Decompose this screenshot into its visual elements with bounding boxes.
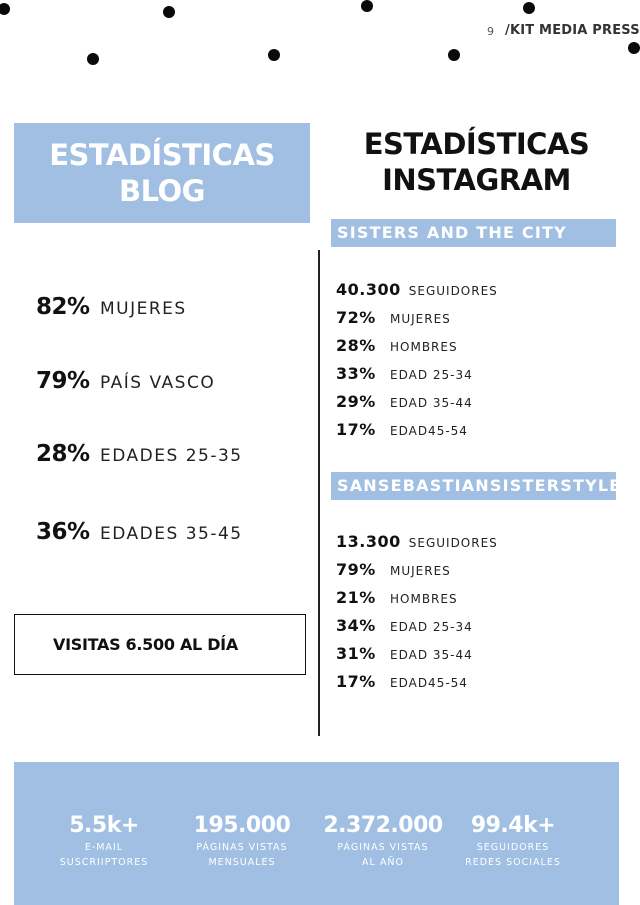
- footer-stat-value: 99.4k+: [470, 813, 556, 838]
- followers-count: 13.300: [336, 532, 401, 551]
- blog-stat-label: MUJERES: [100, 299, 187, 319]
- blog-stat: 82% MUJERES: [36, 294, 187, 320]
- instagram-stat: 28% HOMBRES: [336, 336, 458, 355]
- footer-stat-caption: PÁGINAS VISTAS: [196, 842, 288, 853]
- instagram-stat: 17% EDAD45-54: [336, 420, 468, 439]
- instagram-stat-label: HOMBRES: [390, 340, 458, 354]
- instagram-stat-percent: 17%: [336, 672, 376, 691]
- instagram-title-line1: ESTADÍSTICAS: [363, 127, 590, 161]
- instagram-stat-percent: 34%: [336, 616, 376, 635]
- brand-title: /KIT MEDIA PRESS: [505, 23, 640, 38]
- daily-visits-text: VISITAS 6.500 AL DÍA: [53, 635, 238, 654]
- blog-title-line1: ESTADÍSTICAS: [49, 138, 275, 172]
- decorative-dot: [448, 49, 460, 61]
- footer-stat-value: 5.5k+: [69, 813, 139, 838]
- instagram-stat-label: EDAD 35-44: [390, 648, 473, 662]
- followers-label: SEGUIDORES: [408, 284, 498, 298]
- followers-stat: 13.300 SEGUIDORES: [336, 532, 498, 551]
- account-name: SANSEBASTIANSISTERSTYLE: [337, 476, 622, 495]
- page-number: 9: [487, 25, 495, 38]
- blog-stat-percent: 28%: [36, 441, 90, 467]
- footer-stat-value: 2.372.000: [323, 813, 443, 838]
- instagram-stat-percent: 28%: [336, 336, 376, 355]
- decorative-dot: [523, 2, 535, 14]
- followers-stat: 40.300 SEGUIDORES: [336, 280, 498, 299]
- instagram-stat: 33% EDAD 25-34: [336, 364, 473, 383]
- decorative-dot: [0, 3, 10, 15]
- decorative-dot: [628, 42, 640, 54]
- blog-stat-percent: 82%: [36, 294, 90, 320]
- instagram-stat-label: EDAD45-54: [390, 424, 468, 438]
- instagram-stat-label: MUJERES: [390, 312, 451, 326]
- instagram-stat-percent: 72%: [336, 308, 376, 327]
- instagram-stat-label: HOMBRES: [390, 592, 458, 606]
- footer-stat-caption: PÁGINAS VISTAS: [337, 842, 429, 853]
- instagram-stat: 34% EDAD 25-34: [336, 616, 473, 635]
- decorative-dot: [87, 53, 99, 65]
- account-name-band: SANSEBASTIANSISTERSTYLE: [331, 472, 620, 500]
- footer-stat-caption: AL AÑO: [362, 857, 404, 868]
- instagram-stat-label: MUJERES: [390, 564, 451, 578]
- footer-stat-caption: SUSCRIIPTORES: [59, 857, 149, 868]
- instagram-stat-percent: 33%: [336, 364, 376, 383]
- instagram-stat-label: EDAD 25-34: [390, 620, 473, 634]
- footer-stat: 99.4k+ SEGUIDORES REDES SOCIALES: [448, 812, 578, 870]
- footer-stats-band: 5.5k+ E-MAIL SUSCRIIPTORES 195.000 PÁGIN…: [14, 762, 619, 905]
- decorative-dot: [268, 49, 280, 61]
- daily-visits-box: VISITAS 6.500 AL DÍA: [14, 614, 306, 675]
- instagram-stat-label: EDAD 25-34: [390, 368, 473, 382]
- footer-stat-caption: REDES SOCIALES: [465, 857, 561, 868]
- footer-stat-caption: E-MAIL: [84, 842, 124, 853]
- instagram-stat-percent: 31%: [336, 644, 376, 663]
- footer-stat: 195.000 PÁGINAS VISTAS MENSUALES: [177, 812, 307, 870]
- instagram-title: ESTADÍSTICAS INSTAGRAM: [334, 126, 619, 198]
- instagram-stat-label: EDAD 35-44: [390, 396, 473, 410]
- instagram-stat-label: EDAD45-54: [390, 676, 468, 690]
- blog-stat-percent: 79%: [36, 368, 90, 394]
- blog-stat-label: PAÍS VASCO: [100, 373, 216, 393]
- instagram-stat: 29% EDAD 35-44: [336, 392, 473, 411]
- blog-stat: 36% EDADES 35-45: [36, 519, 243, 545]
- footer-stat: 2.372.000 PÁGINAS VISTAS AL AÑO: [318, 812, 448, 870]
- footer-stat: 5.5k+ E-MAIL SUSCRIIPTORES: [39, 812, 169, 870]
- decorative-dot: [163, 6, 175, 18]
- footer-stat-caption: SEGUIDORES: [476, 842, 550, 853]
- blog-title-box: ESTADÍSTICAS BLOG: [14, 123, 310, 223]
- footer-stat-caption: MENSUALES: [208, 857, 276, 868]
- blog-stat-percent: 36%: [36, 519, 90, 545]
- instagram-stat: 21% HOMBRES: [336, 588, 458, 607]
- decorative-dot: [361, 0, 373, 12]
- instagram-stat-percent: 79%: [336, 560, 376, 579]
- instagram-stat-percent: 17%: [336, 420, 376, 439]
- instagram-stat: 31% EDAD 35-44: [336, 644, 473, 663]
- instagram-stat: 17% EDAD45-54: [336, 672, 468, 691]
- followers-count: 40.300: [336, 280, 401, 299]
- followers-label: SEGUIDORES: [408, 536, 498, 550]
- blog-stat-label: EDADES 35-45: [100, 524, 243, 544]
- blog-stat-label: EDADES 25-35: [100, 446, 243, 466]
- instagram-stat-percent: 29%: [336, 392, 376, 411]
- account-name: SISTERS AND THE CITY: [337, 223, 567, 242]
- instagram-stat: 72% MUJERES: [336, 308, 451, 327]
- instagram-stat: 79% MUJERES: [336, 560, 451, 579]
- account-name-band: SISTERS AND THE CITY: [331, 219, 616, 247]
- instagram-stat-percent: 21%: [336, 588, 376, 607]
- blog-title-line2: BLOG: [118, 174, 206, 208]
- footer-stat-value: 195.000: [193, 813, 291, 838]
- instagram-title-line2: INSTAGRAM: [382, 163, 571, 197]
- blog-stat: 79% PAÍS VASCO: [36, 368, 215, 394]
- column-divider: [318, 250, 320, 736]
- blog-stat: 28% EDADES 25-35: [36, 441, 243, 467]
